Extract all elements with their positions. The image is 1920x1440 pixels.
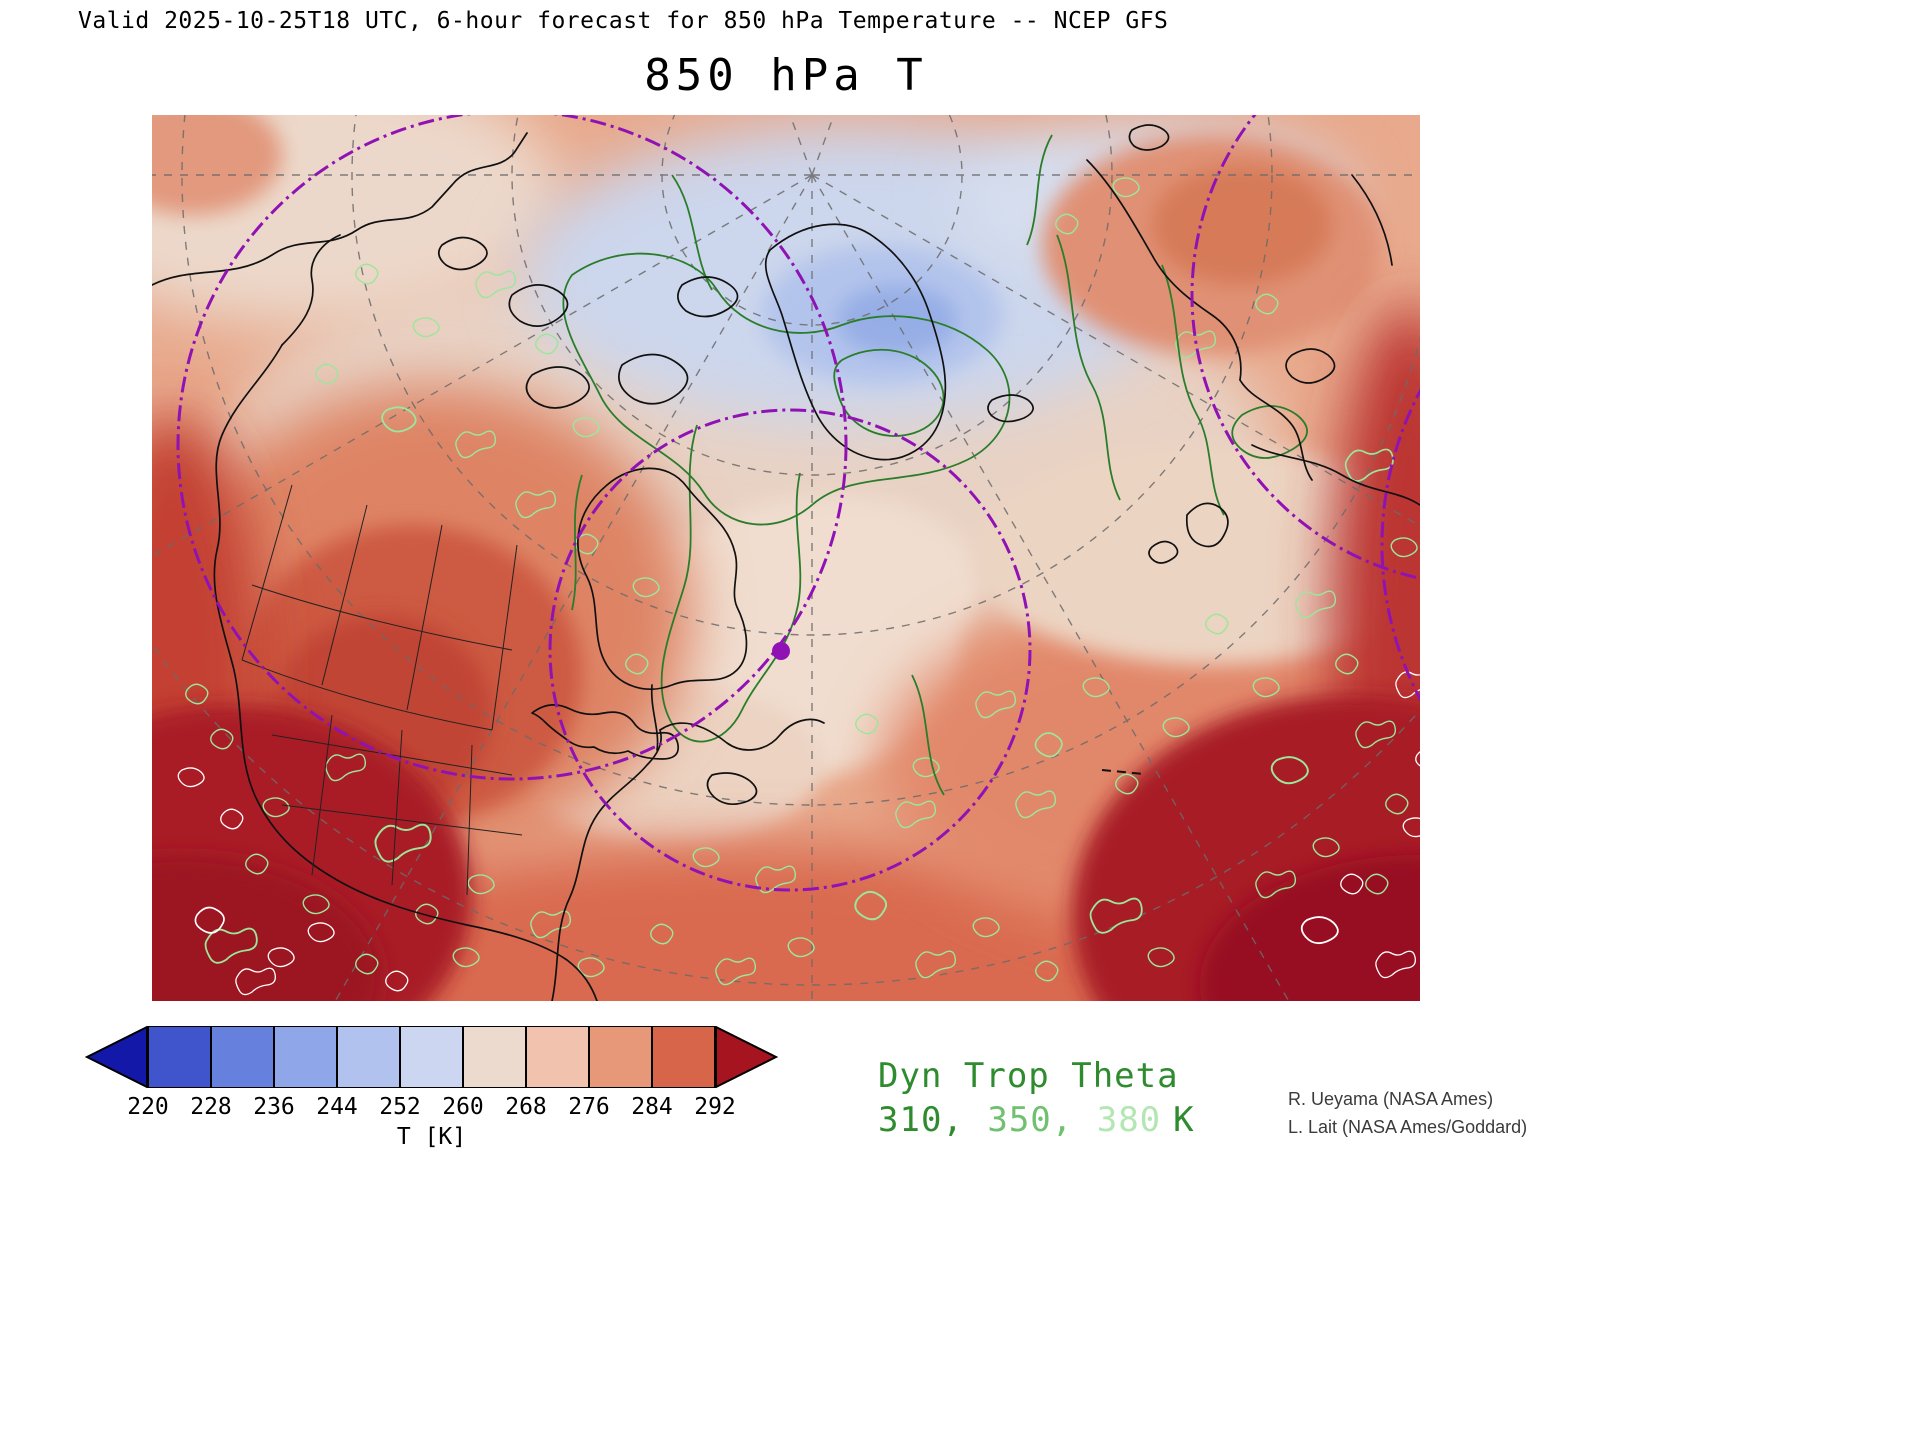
dashed-segment bbox=[1101, 769, 1145, 775]
theta-level-label: 310, bbox=[878, 1100, 986, 1140]
colorbar-tick-label: 228 bbox=[190, 1094, 232, 1120]
theta-unit-label: K bbox=[1173, 1100, 1195, 1140]
theta-levels: 310, 350, 380 bbox=[878, 1100, 1163, 1140]
colorbar-tick-label: 268 bbox=[505, 1094, 547, 1120]
theta-level-label: 350, bbox=[987, 1100, 1095, 1140]
colorbar-tick-label: 284 bbox=[631, 1094, 673, 1120]
station-marker bbox=[772, 642, 790, 660]
colorbar-cell bbox=[211, 1026, 274, 1088]
colorbar-tick-label: 252 bbox=[379, 1094, 421, 1120]
plot-title: 850 hPa T bbox=[644, 50, 928, 101]
theta-legend-levels-line: 310, 350, 380 K bbox=[878, 1100, 1195, 1140]
valid-time-line: Valid 2025-10-25T18 UTC, 6-hour forecast… bbox=[78, 8, 1169, 34]
colorbar-cell bbox=[148, 1026, 211, 1088]
colorbar-cells bbox=[148, 1026, 715, 1088]
theta-main-contours bbox=[562, 134, 1308, 796]
colorbar-tick-label: 292 bbox=[694, 1094, 736, 1120]
theta-legend-title: Dyn Trop Theta bbox=[878, 1056, 1179, 1096]
colorbar-left-arrow bbox=[85, 1026, 148, 1088]
credit-line: R. Ueyama (NASA Ames) bbox=[1288, 1089, 1494, 1109]
colorbar-cell bbox=[463, 1026, 526, 1088]
theta-level-label: 380 bbox=[1096, 1100, 1162, 1140]
colorbar-cell bbox=[589, 1026, 652, 1088]
colorbar-tick-label: 260 bbox=[442, 1094, 484, 1120]
colorbar-cell bbox=[337, 1026, 400, 1088]
map-svg bbox=[152, 115, 1420, 1001]
credits: R. Ueyama (NASA Ames) L. Lait (NASA Ames/… bbox=[1288, 1086, 1527, 1142]
colorbar-cell bbox=[400, 1026, 463, 1088]
dyn-trop-theta-legend: Dyn Trop Theta 310, 350, 380 K bbox=[878, 1056, 1195, 1140]
coastlines bbox=[152, 124, 1420, 1001]
colorbar-tick-label: 244 bbox=[316, 1094, 358, 1120]
colorbar-right-arrow bbox=[715, 1026, 778, 1088]
colorbar-ticks: 220 228 236 244 252 260 268 276 284 292 bbox=[127, 1094, 736, 1122]
temperature-colorbar bbox=[85, 1026, 778, 1088]
colorbar-tick-label: 236 bbox=[253, 1094, 295, 1120]
colorbar-cell bbox=[274, 1026, 337, 1088]
political-boundaries bbox=[241, 484, 523, 896]
temperature-field bbox=[152, 115, 1420, 1001]
map-canvas bbox=[152, 115, 1420, 1001]
credit-line: L. Lait (NASA Ames/Goddard) bbox=[1288, 1116, 1528, 1137]
colorbar-tick-label: 276 bbox=[568, 1094, 610, 1120]
colorbar-cell bbox=[652, 1026, 715, 1088]
colorbar-tick-label: 220 bbox=[127, 1094, 169, 1120]
colorbar-unit-label: T [K] bbox=[396, 1124, 467, 1150]
range-circles bbox=[176, 115, 1420, 892]
colorbar-cell bbox=[526, 1026, 589, 1088]
